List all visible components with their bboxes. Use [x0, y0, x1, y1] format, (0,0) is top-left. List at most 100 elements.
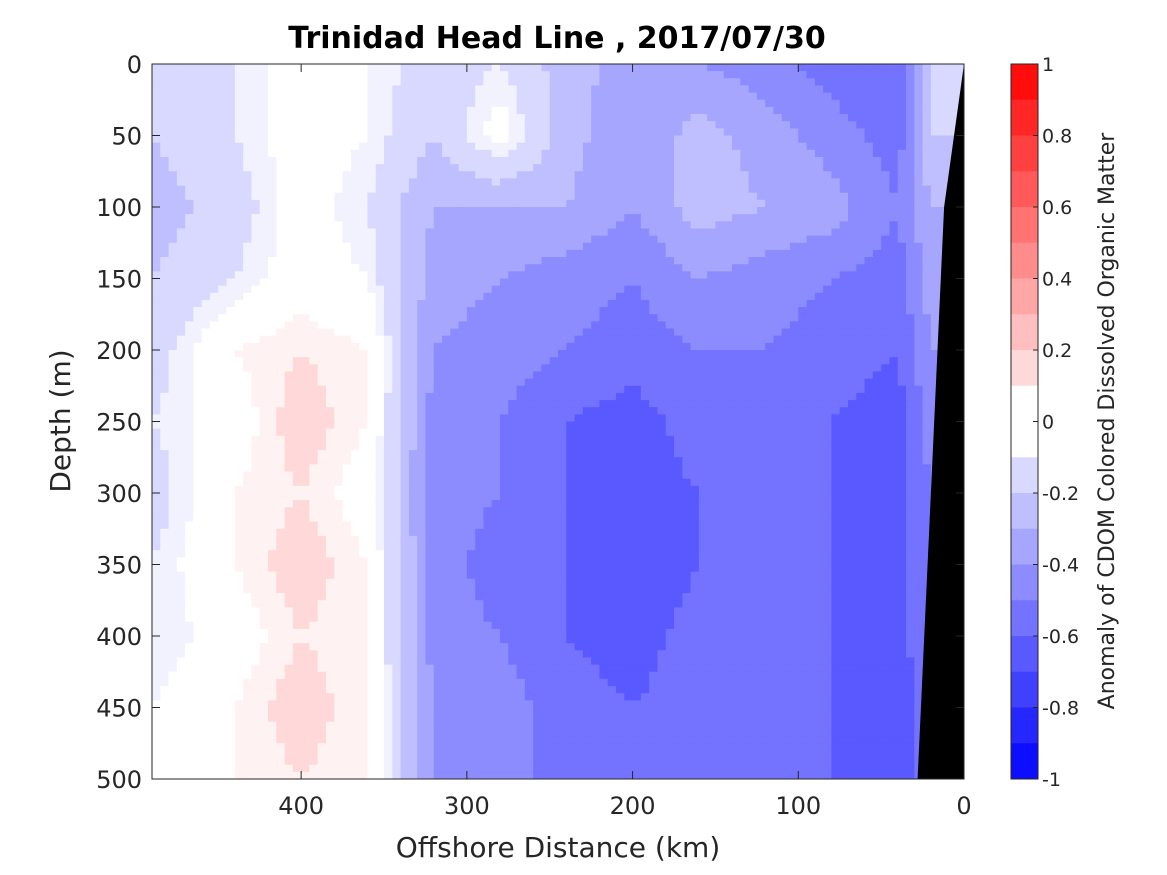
heatmap-cell [756, 142, 766, 151]
heatmap-cell [317, 156, 327, 165]
heatmap-cell [723, 228, 733, 237]
heatmap-cell [243, 207, 253, 215]
heatmap-cell [549, 421, 559, 430]
heatmap-cell [756, 364, 766, 373]
heatmap-cell [632, 78, 642, 87]
heatmap-cell [765, 185, 775, 194]
heatmap-cell [201, 292, 211, 301]
heatmap-cell [806, 371, 816, 380]
heatmap-cell [698, 299, 708, 308]
heatmap-cell [218, 242, 228, 251]
heatmap-cell [823, 364, 833, 373]
heatmap-cell [533, 407, 543, 415]
heatmap-cell [367, 207, 377, 215]
heatmap-cell [649, 307, 659, 315]
heatmap-cell [657, 92, 667, 101]
heatmap-cell [234, 156, 244, 165]
heatmap-cell [657, 192, 667, 201]
heatmap-cell [624, 342, 634, 351]
heatmap-cell [367, 156, 377, 165]
heatmap-cell [549, 149, 559, 158]
heatmap-cell [350, 78, 360, 87]
heatmap-cell [897, 278, 907, 287]
heatmap-cell [210, 249, 219, 258]
heatmap-cell [176, 421, 186, 430]
heatmap-cell [284, 135, 294, 144]
heatmap-cell [210, 106, 219, 115]
heatmap-cell [616, 278, 625, 287]
heatmap-cell [897, 264, 907, 272]
heatmap-cell [748, 257, 758, 265]
heatmap-cell [740, 257, 750, 265]
heatmap-cell [533, 156, 543, 165]
heatmap-cell [193, 378, 203, 387]
heatmap-cell [384, 392, 393, 401]
heatmap-cell [790, 385, 799, 394]
heatmap-cell [632, 328, 642, 337]
heatmap-cell [508, 135, 518, 144]
heatmap-cell [516, 421, 526, 430]
heatmap-cell [259, 164, 269, 172]
heatmap-cell [276, 378, 286, 387]
heatmap-cell [773, 164, 783, 172]
heatmap-cell [582, 114, 592, 122]
heatmap-cell [674, 307, 683, 315]
heatmap-cell [268, 257, 277, 265]
heatmap-cell [922, 357, 932, 365]
heatmap-cell [839, 328, 849, 337]
heatmap-cell [251, 392, 261, 401]
heatmap-cell [798, 378, 808, 387]
heatmap-cell [152, 378, 161, 387]
heatmap-cell [234, 114, 244, 122]
heatmap-cell [781, 135, 791, 144]
heatmap-cell [616, 192, 625, 201]
heatmap-cell [475, 249, 485, 258]
heatmap-cell [541, 114, 551, 122]
heatmap-cell [234, 71, 244, 79]
heatmap-cell [152, 299, 161, 308]
heatmap-cell [881, 314, 891, 322]
heatmap-cell [599, 378, 609, 387]
heatmap-cell [375, 407, 385, 415]
heatmap-cell [251, 271, 261, 280]
heatmap-cell [781, 114, 791, 122]
heatmap-cell [450, 321, 460, 330]
heatmap-cell [740, 278, 750, 287]
heatmap-cell [649, 335, 659, 344]
heatmap-cell [433, 414, 443, 423]
heatmap-cell [715, 156, 725, 165]
heatmap-cell [922, 85, 932, 94]
heatmap-cell [624, 228, 634, 237]
heatmap-cell [367, 321, 377, 330]
heatmap-cell [218, 350, 228, 358]
heatmap-cell [160, 307, 170, 315]
heatmap-cell [914, 64, 924, 72]
heatmap-cell [549, 185, 559, 194]
heatmap-cell [872, 357, 882, 365]
heatmap-cell [442, 128, 451, 137]
heatmap-cell [657, 385, 667, 394]
heatmap-cell [599, 164, 609, 172]
heatmap-cell [790, 92, 799, 101]
heatmap-cell [384, 164, 393, 172]
heatmap-cell [251, 128, 261, 137]
heatmap-cell [906, 156, 915, 165]
heatmap-cell [301, 335, 311, 344]
heatmap-cell [599, 314, 609, 322]
heatmap-cell [632, 385, 642, 394]
heatmap-cell [359, 92, 369, 101]
heatmap-cell [848, 171, 857, 179]
heatmap-cell [309, 307, 319, 315]
heatmap-cell [176, 371, 186, 380]
heatmap-cell [466, 292, 476, 301]
heatmap-cell [798, 221, 808, 230]
heatmap-cell [889, 292, 899, 301]
heatmap-cell [856, 164, 866, 172]
heatmap-cell [524, 314, 534, 322]
heatmap-cell [715, 142, 725, 151]
heatmap-cell [682, 385, 692, 394]
heatmap-cell [856, 221, 866, 230]
heatmap-cell [732, 114, 741, 122]
heatmap-cell [251, 78, 261, 87]
heatmap-cell [773, 78, 783, 87]
